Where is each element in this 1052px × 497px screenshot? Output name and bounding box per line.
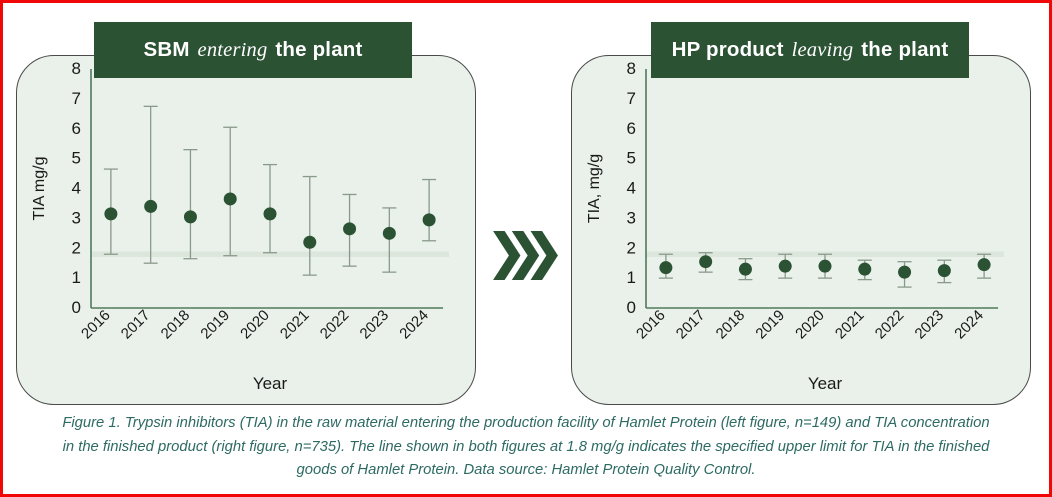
svg-text:2020: 2020	[237, 307, 273, 343]
svg-text:2018: 2018	[158, 307, 194, 343]
svg-text:2022: 2022	[872, 307, 908, 343]
svg-text:4: 4	[627, 179, 636, 198]
svg-text:2023: 2023	[912, 307, 948, 343]
svg-text:2: 2	[72, 238, 81, 257]
svg-text:Year: Year	[253, 374, 288, 393]
svg-text:2021: 2021	[832, 307, 868, 343]
svg-text:TIA, mg/g: TIA, mg/g	[586, 154, 603, 223]
svg-text:2: 2	[627, 238, 636, 257]
svg-text:7: 7	[72, 89, 81, 108]
svg-text:2017: 2017	[673, 307, 709, 343]
svg-text:2019: 2019	[197, 307, 233, 343]
svg-text:2024: 2024	[396, 307, 432, 343]
svg-text:2020: 2020	[792, 307, 828, 343]
svg-text:1: 1	[627, 268, 636, 287]
svg-text:2022: 2022	[317, 307, 353, 343]
svg-text:2023: 2023	[357, 307, 393, 343]
svg-text:3: 3	[627, 208, 636, 227]
svg-text:0: 0	[72, 298, 81, 317]
svg-text:1: 1	[72, 268, 81, 287]
svg-text:4: 4	[72, 179, 81, 198]
svg-text:2016: 2016	[633, 307, 669, 343]
svg-text:2024: 2024	[951, 307, 987, 343]
svg-text:3: 3	[72, 208, 81, 227]
svg-text:8: 8	[627, 59, 636, 78]
svg-text:6: 6	[72, 119, 81, 138]
svg-text:2016: 2016	[78, 307, 114, 343]
svg-text:TIA mg/g: TIA mg/g	[31, 156, 48, 220]
svg-text:0: 0	[627, 298, 636, 317]
svg-text:8: 8	[72, 59, 81, 78]
svg-text:5: 5	[627, 149, 636, 168]
svg-text:2019: 2019	[752, 307, 788, 343]
svg-text:6: 6	[627, 119, 636, 138]
svg-text:Year: Year	[808, 374, 843, 393]
svg-text:2018: 2018	[713, 307, 749, 343]
svg-text:7: 7	[627, 89, 636, 108]
svg-text:2017: 2017	[118, 307, 154, 343]
svg-text:5: 5	[72, 149, 81, 168]
svg-text:2021: 2021	[277, 307, 313, 343]
